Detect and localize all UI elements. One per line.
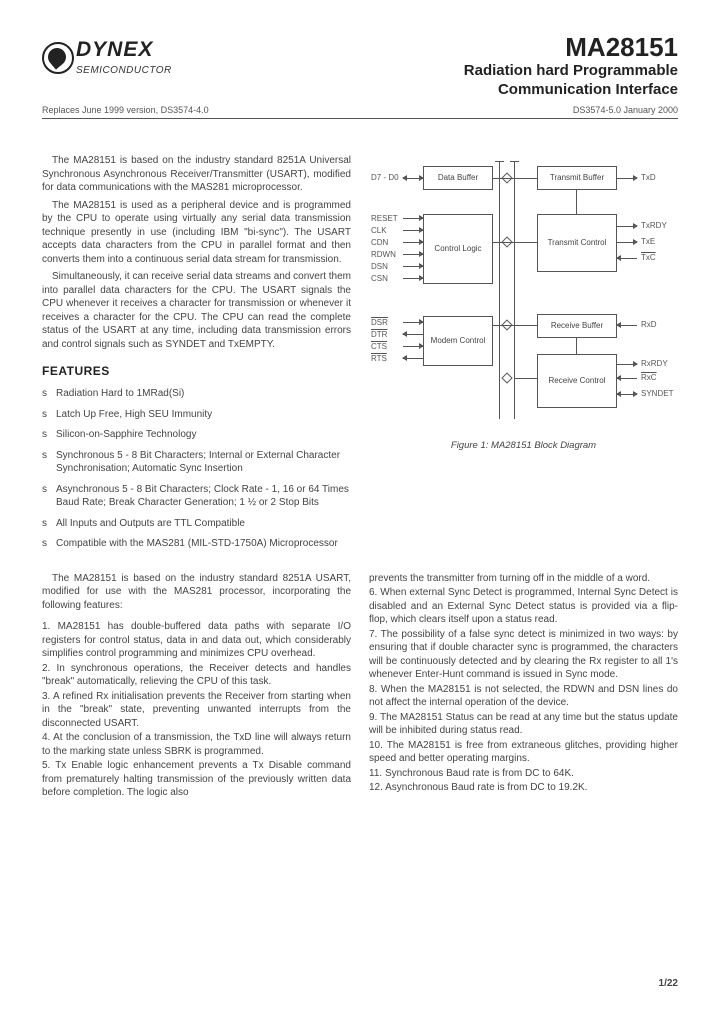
features-list: Radiation Hard to 1MRad(Si) Latch Up Fre… [42, 387, 351, 551]
feature-item: Synchronous 5 - 8 Bit Characters; Intern… [42, 449, 351, 476]
feature-item: Asynchronous 5 - 8 Bit Characters; Clock… [42, 483, 351, 510]
list-item: prevents the transmitter from turning of… [369, 572, 678, 586]
feature-item: Compatible with the MAS281 (MIL-STD-1750… [42, 537, 351, 551]
signal-label: D7 - D0 [371, 173, 399, 184]
list-item: 9. The MA28151 Status can be read at any… [369, 711, 678, 738]
list-item: 5. Tx Enable logic enhancement prevents … [42, 759, 351, 800]
block-diagram: Data Buffer Control Logic Modem Control … [369, 156, 678, 436]
signal-label: TxRDY [641, 221, 667, 232]
diagram-box: Control Logic [423, 214, 493, 284]
company-logo: DYNEX SEMICONDUCTOR [42, 36, 172, 78]
features-heading: FEATURES [42, 363, 351, 379]
signal-label: TxE [641, 237, 655, 248]
diagram-box: Modem Control [423, 316, 493, 366]
signal-label: SYNDET [641, 389, 673, 400]
intro-paragraph: Simultaneously, it can receive serial da… [42, 270, 351, 351]
doc-version: DS3574-5.0 January 2000 [573, 104, 678, 116]
intro-paragraph: The MA28151 is used as a peripheral devi… [42, 199, 351, 267]
diagram-box: Transmit Buffer [537, 166, 617, 190]
lower-lead: The MA28151 is based on the industry sta… [42, 572, 351, 613]
logo-subtitle: SEMICONDUCTOR [76, 64, 172, 78]
intro-paragraph: The MA28151 is based on the industry sta… [42, 154, 351, 195]
numbered-list-right: prevents the transmitter from turning of… [369, 572, 678, 795]
part-number: MA28151 [565, 30, 678, 65]
feature-item: Silicon-on-Sapphire Technology [42, 428, 351, 442]
diagram-box: Transmit Control [537, 214, 617, 272]
numbered-list-left: 1. MA28151 has double-buffered data path… [42, 620, 351, 800]
list-item: 6. When external Sync Detect is programm… [369, 586, 678, 627]
signal-label: RTS [371, 354, 387, 365]
meta-row: Replaces June 1999 version, DS3574-4.0 D… [42, 104, 678, 119]
figure-caption: Figure 1: MA28151 Block Diagram [369, 440, 678, 453]
feature-item: Radiation Hard to 1MRad(Si) [42, 387, 351, 401]
list-item: 3. A refined Rx initialisation prevents … [42, 690, 351, 731]
signal-label: RxRDY [641, 359, 668, 370]
diagram-box: Receive Buffer [537, 314, 617, 338]
signal-label: CDN [371, 238, 388, 249]
diagram-box: Data Buffer [423, 166, 493, 190]
signal-label: RESET [371, 214, 398, 225]
list-item: 1. MA28151 has double-buffered data path… [42, 620, 351, 661]
logo-mark-icon [42, 42, 72, 72]
signal-label: RDWN [371, 250, 396, 261]
signal-label: CTS [371, 342, 387, 353]
signal-label: DTR [371, 330, 387, 341]
list-item: 2. In synchronous operations, the Receiv… [42, 662, 351, 689]
diagram-box: Receive Control [537, 354, 617, 408]
list-item: 12. Asynchronous Baud rate is from DC to… [369, 781, 678, 795]
document-title: Radiation hard Programmable Communicatio… [464, 62, 678, 100]
feature-item: All Inputs and Outputs are TTL Compatibl… [42, 517, 351, 531]
list-item: 10. The MA28151 is free from extraneous … [369, 739, 678, 766]
list-item: 4. At the conclusion of a transmission, … [42, 731, 351, 758]
signal-label: RxD [641, 320, 657, 331]
signal-label: TxC [641, 253, 656, 264]
feature-item: Latch Up Free, High SEU Immunity [42, 408, 351, 422]
signal-label: DSR [371, 318, 388, 329]
page-header: DYNEX SEMICONDUCTOR MA28151 Radiation ha… [42, 30, 678, 120]
list-item: 11. Synchronous Baud rate is from DC to … [369, 767, 678, 781]
signal-label: CLK [371, 226, 387, 237]
signal-label: DSN [371, 262, 388, 273]
page-number: 1/22 [659, 977, 678, 991]
signal-label: TxD [641, 173, 656, 184]
signal-label: RxC [641, 373, 657, 384]
list-item: 8. When the MA28151 is not selected, the… [369, 683, 678, 710]
replaces-note: Replaces June 1999 version, DS3574-4.0 [42, 104, 209, 116]
logo-name: DYNEX [76, 36, 172, 64]
list-item: 7. The possibility of a false sync detec… [369, 628, 678, 682]
signal-label: CSN [371, 274, 388, 285]
